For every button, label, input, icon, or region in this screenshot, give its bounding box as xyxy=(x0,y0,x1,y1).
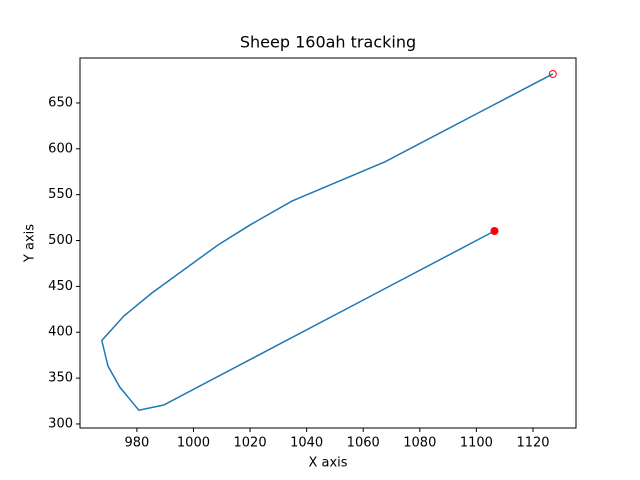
end-marker xyxy=(548,69,557,78)
x-tick-label: 1000 xyxy=(177,436,210,451)
axes-frame xyxy=(79,57,577,429)
y-tick-label: 350 xyxy=(48,371,73,386)
x-tick-label: 1020 xyxy=(234,436,267,451)
y-tick-label: 500 xyxy=(48,233,73,248)
x-tick-label: 980 xyxy=(124,436,149,451)
x-tick-label: 1060 xyxy=(347,436,380,451)
y-tick-label: 550 xyxy=(48,187,73,202)
start-marker xyxy=(490,226,499,235)
x-tick-label: 1040 xyxy=(290,436,323,451)
x-axis-label: X axis xyxy=(308,456,347,471)
x-tick-label: 1080 xyxy=(403,436,436,451)
chart-title: Sheep 160ah tracking xyxy=(240,33,416,52)
y-tick-label: 400 xyxy=(48,325,73,340)
y-tick-label: 650 xyxy=(48,95,73,110)
y-tick-label: 450 xyxy=(48,279,73,294)
line xyxy=(100,73,554,412)
x-tick-label: 1120 xyxy=(516,436,549,451)
x-tick-label: 1100 xyxy=(460,436,493,451)
y-tick-label: 600 xyxy=(48,141,73,156)
y-tick-label: 300 xyxy=(48,416,73,431)
y-axis-label: Y axis xyxy=(23,224,38,263)
